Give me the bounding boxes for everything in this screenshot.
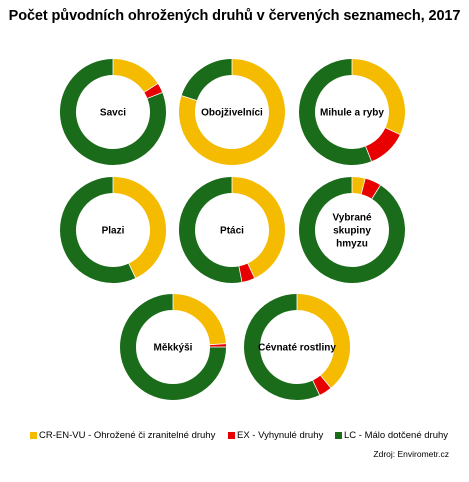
donut-6-separator [360,178,366,195]
donut-3-segment-extinct [365,127,400,162]
donut-7-segment-least-concern [120,294,226,400]
donut-1-label: Savci [100,108,126,119]
donut-1-segment-extinct [144,83,163,99]
legend-swatch-least-concern [335,432,342,439]
donut-4-segment-threatened [112,177,166,278]
legend-swatch-threatened [30,432,37,439]
donut-7-segment-threatened [172,294,226,346]
donut-1-separator [147,92,163,99]
donut-3-label: Mihule a ryby [320,108,384,119]
donut-4-segment-least-concern [60,177,136,283]
donut-5-separator [247,263,255,279]
legend-swatch-extinct [228,432,235,439]
donut-1: Savci [60,59,166,165]
legend-label-threatened: CR-EN-VU - Ohrožené či zranitelné druhy [39,430,216,441]
donut-2-segment-least-concern [181,59,233,101]
donut-3-separator [365,146,372,162]
donut-8-segment-threatened [296,294,350,388]
donut-4-separator [128,263,136,279]
donut-6-separator [371,185,381,199]
donut-2-label: Obojživelníci [201,108,263,119]
donut-3: Mihule a ryby [299,59,405,165]
donut-3-segment-least-concern [299,59,372,165]
donut-charts-area: Savci Obojživelníci Mihule a ryby Plazi Ptác… [60,59,405,400]
source-note: Zdroj: Envirometr.cz [373,449,449,459]
donut-8-segment-extinct [312,375,331,395]
donut-6-segment-threatened [351,177,366,195]
donut-6: Vybrané skupiny hmyzu [299,177,405,283]
donut-4-label: Plazi [102,226,125,237]
donut-3-separator [385,127,401,135]
donut-8-separator [320,375,332,389]
donut-2-segment-threatened [179,59,285,165]
donut-1-separator [144,83,158,93]
chart-title: Počet původních ohrožených druhů v červe… [8,8,461,24]
donut-8-segment-least-concern [244,294,320,400]
donut-5-label: Ptáci [220,226,244,237]
donut-1-segment-threatened [112,59,158,93]
donut-8-label: Cévnaté rostliny [258,343,336,354]
donut-5-separator [238,266,243,283]
donut-5-segment-extinct [238,263,255,283]
donut-6-label: Vybrané skupiny hmyzu [332,213,372,250]
donut-5-segment-threatened [231,177,285,278]
donut-6-segment-extinct [360,178,381,199]
donut-7: Měkkýši [120,294,226,400]
donut-3-segment-threatened [351,59,405,135]
donut-7-label: Měkkýši [154,343,193,354]
donut-7-separator [209,343,226,346]
donut-8-separator [312,380,320,396]
donut-4: Plazi [60,177,166,283]
donut-2: Obojživelníci [179,59,285,165]
legend-label-least-concern: LC - Málo dotčené druhy [344,430,449,441]
legend-label-extinct: EX - Vyhynulé druhy [237,430,324,441]
donut-2-separator [181,95,197,101]
donut-6-segment-least-concern [299,177,405,283]
donut-5: Ptáci [179,177,285,283]
donut-8: Cévnaté rostliny [244,294,350,400]
donut-5-segment-least-concern [179,177,242,283]
donut-1-segment-least-concern [60,59,166,165]
legend-item-least-concern: LC - Málo dotčené druhy [335,430,448,441]
legend-item-threatened: CR-EN-VU - Ohrožené či zranitelné druhy [30,430,215,441]
legend-item-extinct: EX - Vyhynulé druhy [228,430,323,441]
legend: CR-EN-VU - Ohrožené či zranitelné druhy … [0,430,469,444]
